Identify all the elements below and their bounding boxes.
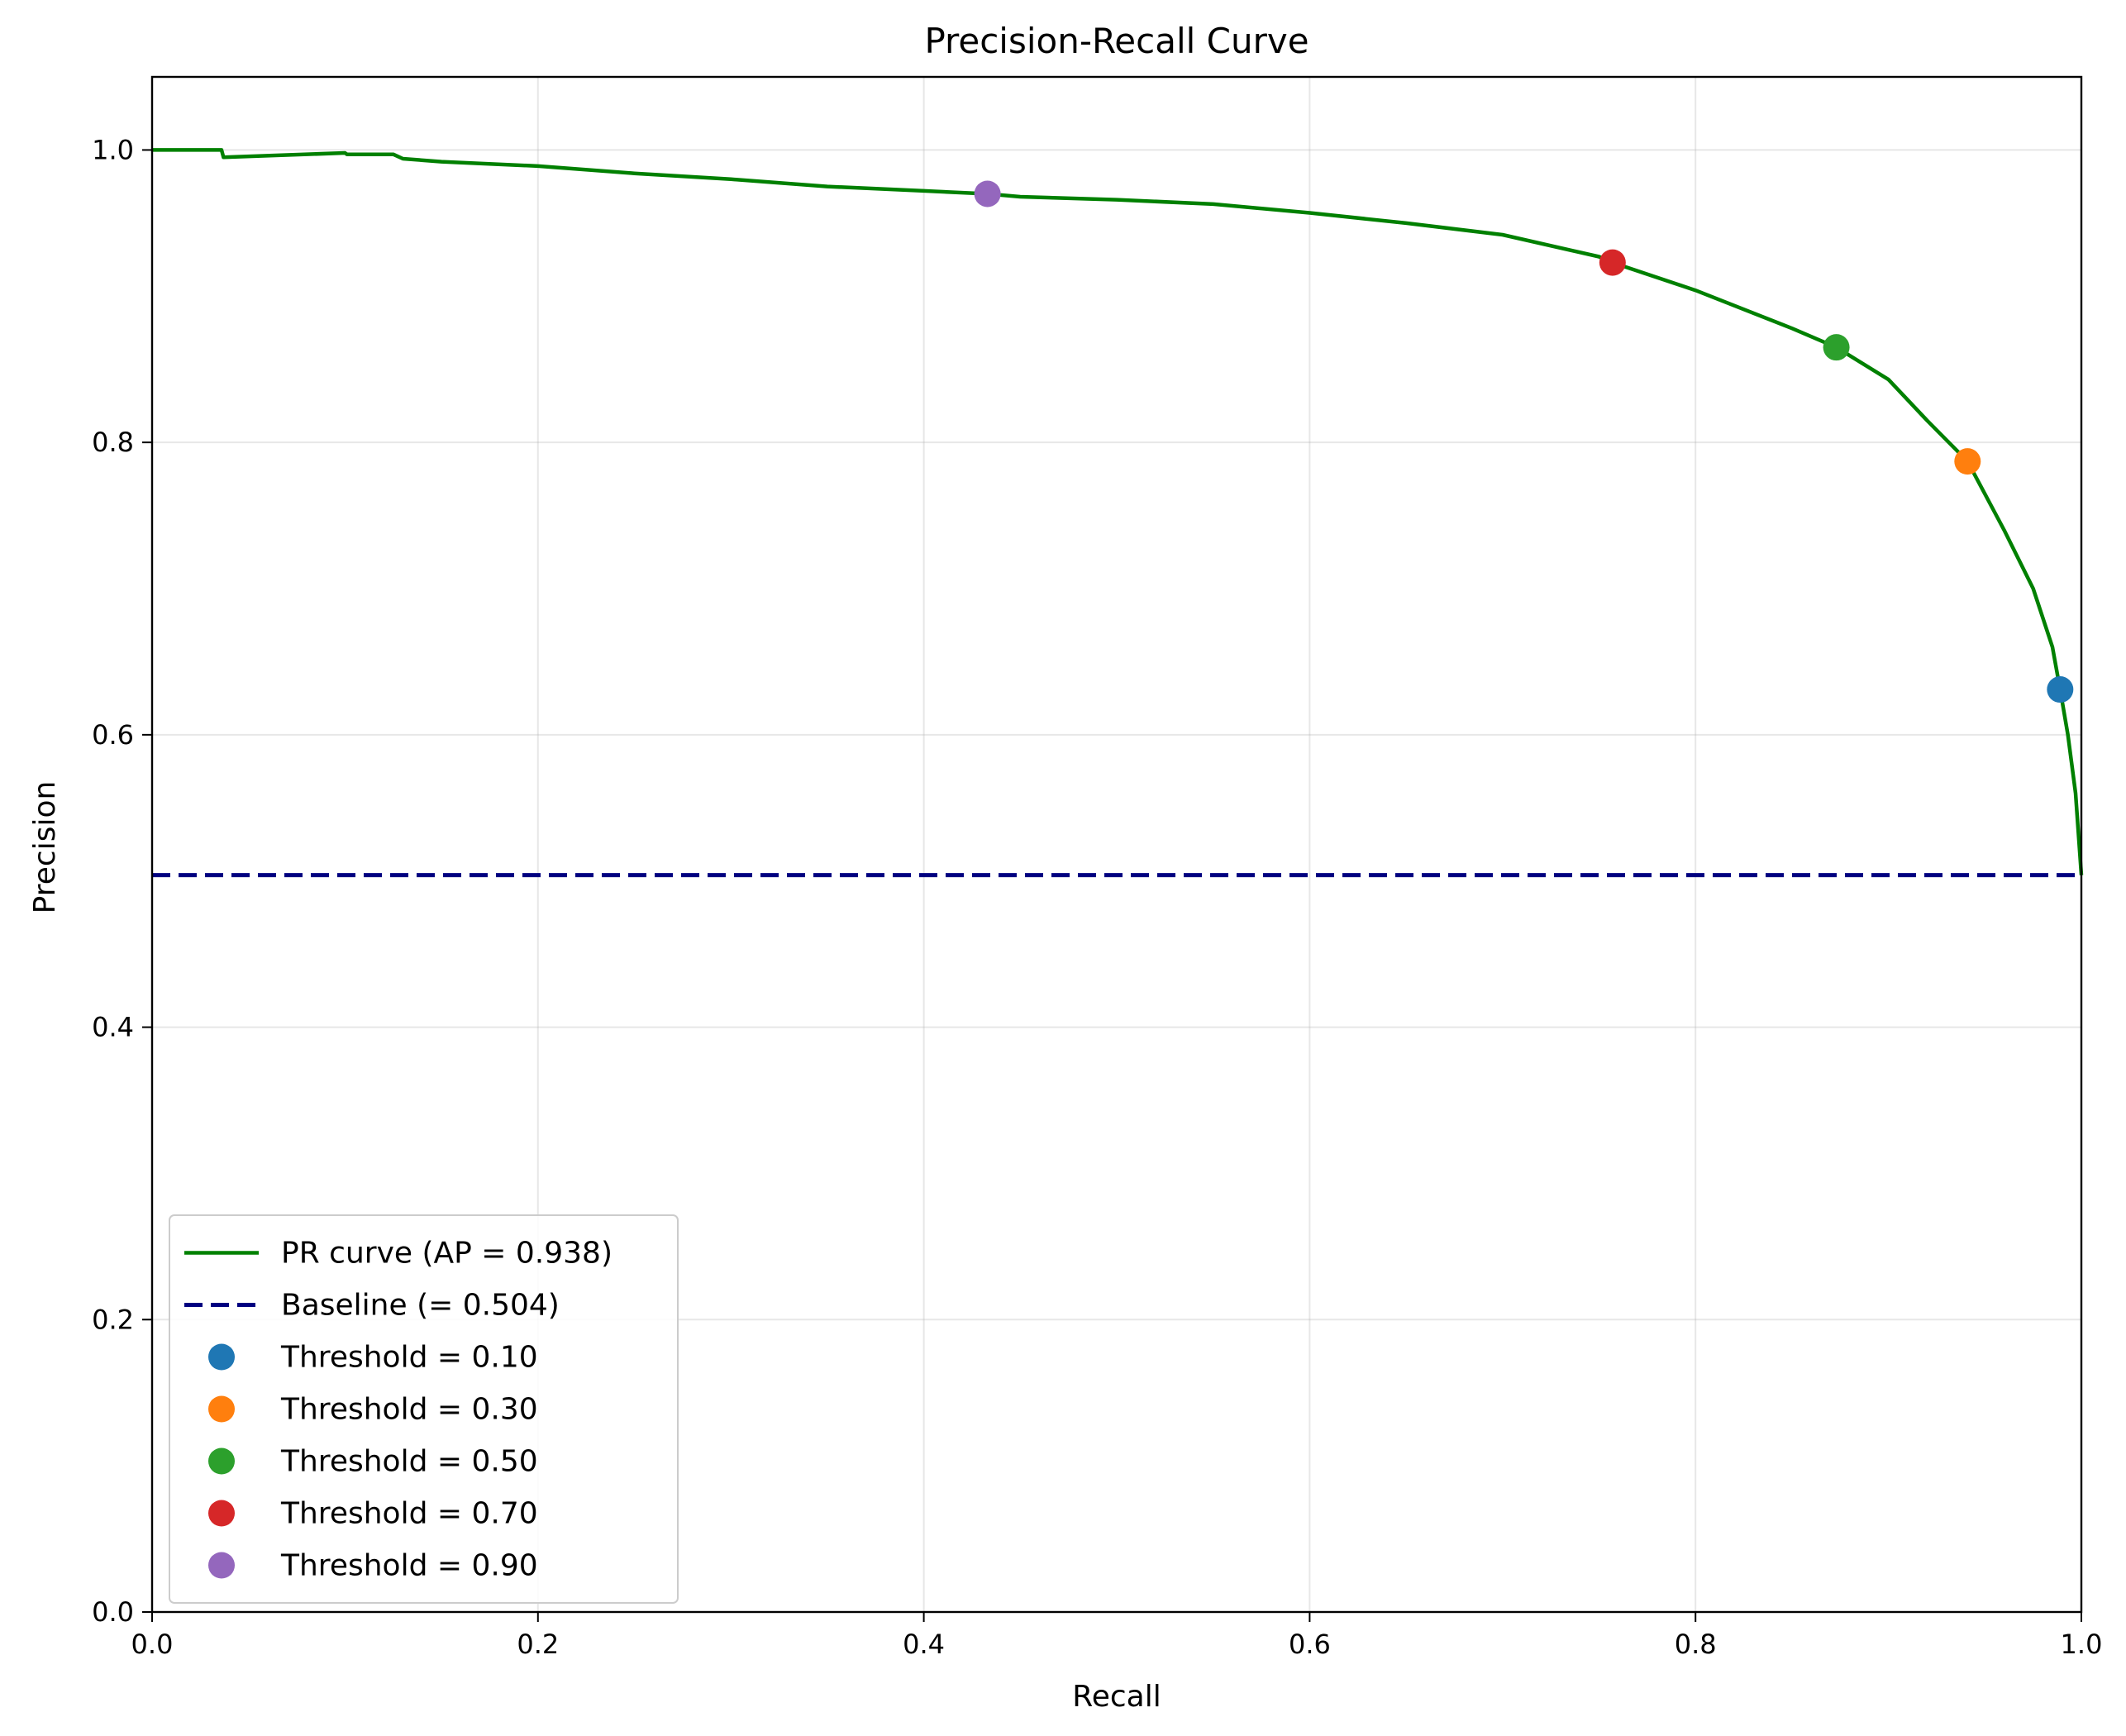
y-axis-label: Precision <box>28 781 62 914</box>
pr-curve-line <box>152 148 2084 875</box>
threshold-point <box>1823 334 1850 361</box>
legend-entry-label: Threshold = 0.90 <box>280 1549 538 1583</box>
y-tick-label: 1.0 <box>92 134 134 165</box>
axes-frame <box>150 75 2083 1614</box>
legend-entry-label: PR curve (AP = 0.938) <box>281 1237 613 1271</box>
legend-entry-label: Threshold = 0.50 <box>280 1445 538 1479</box>
threshold-point <box>974 180 1001 207</box>
y-tick-label: 0.0 <box>92 1596 134 1628</box>
y-tick-label: 0.4 <box>92 1012 134 1043</box>
legend: PR curve (AP = 0.938) Baseline (= 0.504) T… <box>169 1214 679 1604</box>
y-tick-label: 0.2 <box>92 1304 134 1335</box>
threshold-point <box>1599 249 1626 276</box>
threshold-point <box>1954 448 1981 475</box>
legend-swatch-dot <box>208 1500 235 1527</box>
legend-swatch-dot <box>208 1343 235 1371</box>
legend-swatch-dot <box>208 1395 235 1423</box>
chart-title: Precision-Recall Curve <box>924 21 1308 61</box>
threshold-point <box>2047 676 2074 703</box>
x-tick-label: 0.2 <box>517 1629 559 1660</box>
x-tick-label: 0.8 <box>1675 1629 1717 1660</box>
x-tick-label: 0.4 <box>903 1629 945 1660</box>
legend-entry-label: Threshold = 0.10 <box>280 1341 538 1375</box>
plot-area <box>152 148 2084 878</box>
legend-swatch-dot <box>208 1447 235 1475</box>
y-tick-label: 0.8 <box>92 427 134 458</box>
x-tick-label: 0.6 <box>1289 1629 1331 1660</box>
legend-entry-label: Threshold = 0.30 <box>280 1393 538 1427</box>
x-axis-label: Recall <box>1072 1680 1161 1714</box>
legend-entry-label: Threshold = 0.70 <box>280 1497 538 1531</box>
legend-swatch-dot <box>208 1552 235 1579</box>
x-tick-label: 0.0 <box>131 1629 174 1660</box>
legend-entry-label: Baseline (= 0.504) <box>281 1289 560 1323</box>
x-tick-label: 1.0 <box>2061 1629 2103 1660</box>
legend-box <box>169 1214 679 1604</box>
ticks: 0.0 0.2 0.4 0.6 0.8 1.0 0.0 0.2 0.4 0.6 0.8 1.0 <box>92 134 2102 1660</box>
y-tick-label: 0.6 <box>92 719 134 751</box>
